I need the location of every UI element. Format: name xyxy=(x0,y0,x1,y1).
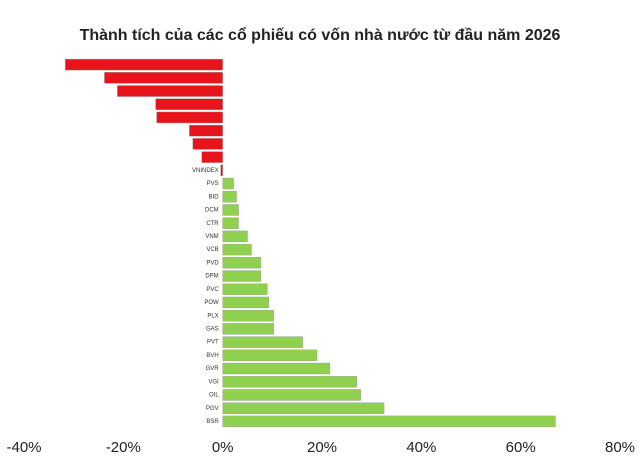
bar xyxy=(222,415,556,428)
y-tick-label: GVR xyxy=(206,366,220,372)
bar xyxy=(222,336,303,348)
y-tick-label: DCM xyxy=(205,208,219,214)
y-tick-label: PVT xyxy=(207,340,219,346)
bar xyxy=(201,151,223,163)
bar xyxy=(220,164,223,177)
x-tick-label: 80% xyxy=(605,439,635,456)
bar xyxy=(222,270,262,282)
bar xyxy=(222,177,234,190)
y-tick-label: VGI xyxy=(208,379,219,385)
x-tick-label: -40% xyxy=(6,439,41,456)
x-tick-label: 40% xyxy=(406,439,436,456)
bar xyxy=(222,309,275,322)
chart-title: Thành tích của các cổ phiếu có vốn nhà n… xyxy=(80,26,561,44)
bar xyxy=(65,58,223,71)
y-tick-label: VNM xyxy=(205,234,218,240)
bar xyxy=(189,124,223,137)
y-tick-label: PVC xyxy=(206,287,219,293)
bar xyxy=(222,257,262,269)
y-tick-label: BSR xyxy=(206,419,219,425)
bar xyxy=(222,230,248,243)
y-tick-label: PLX xyxy=(207,313,218,319)
bar xyxy=(155,98,223,110)
bar xyxy=(222,323,275,335)
y-tick-label: BVH xyxy=(206,353,218,359)
bar xyxy=(104,72,223,84)
bar xyxy=(222,283,268,295)
x-tick-label: -20% xyxy=(106,439,141,456)
y-tick-label: PVS xyxy=(207,181,219,187)
bar xyxy=(117,85,223,97)
bar xyxy=(222,389,361,401)
y-tick-label: POW xyxy=(204,300,219,306)
bar xyxy=(222,402,385,414)
y-tick-label: PVD xyxy=(206,260,219,266)
y-tick-label: DPM xyxy=(205,274,218,280)
bar xyxy=(222,349,318,362)
y-tick-label: PGV xyxy=(206,406,219,412)
bar xyxy=(222,243,252,256)
bar xyxy=(222,217,239,229)
x-tick-label: 0% xyxy=(212,439,234,456)
bar xyxy=(156,111,223,124)
bar xyxy=(222,376,357,388)
y-tick-label: VNINDEX xyxy=(192,168,219,174)
bar xyxy=(192,138,223,150)
y-tick-label: BID xyxy=(209,194,220,200)
bar xyxy=(222,362,331,375)
bar xyxy=(222,296,270,309)
x-tick-label: 20% xyxy=(307,439,337,456)
bar xyxy=(222,204,239,216)
y-tick-label: OIL xyxy=(209,393,219,399)
bar xyxy=(222,191,237,203)
y-tick-label: GAS xyxy=(206,326,219,332)
x-tick-label: 60% xyxy=(506,439,536,456)
y-tick-label: VCB xyxy=(206,247,218,253)
y-tick-label: CTR xyxy=(206,221,219,227)
